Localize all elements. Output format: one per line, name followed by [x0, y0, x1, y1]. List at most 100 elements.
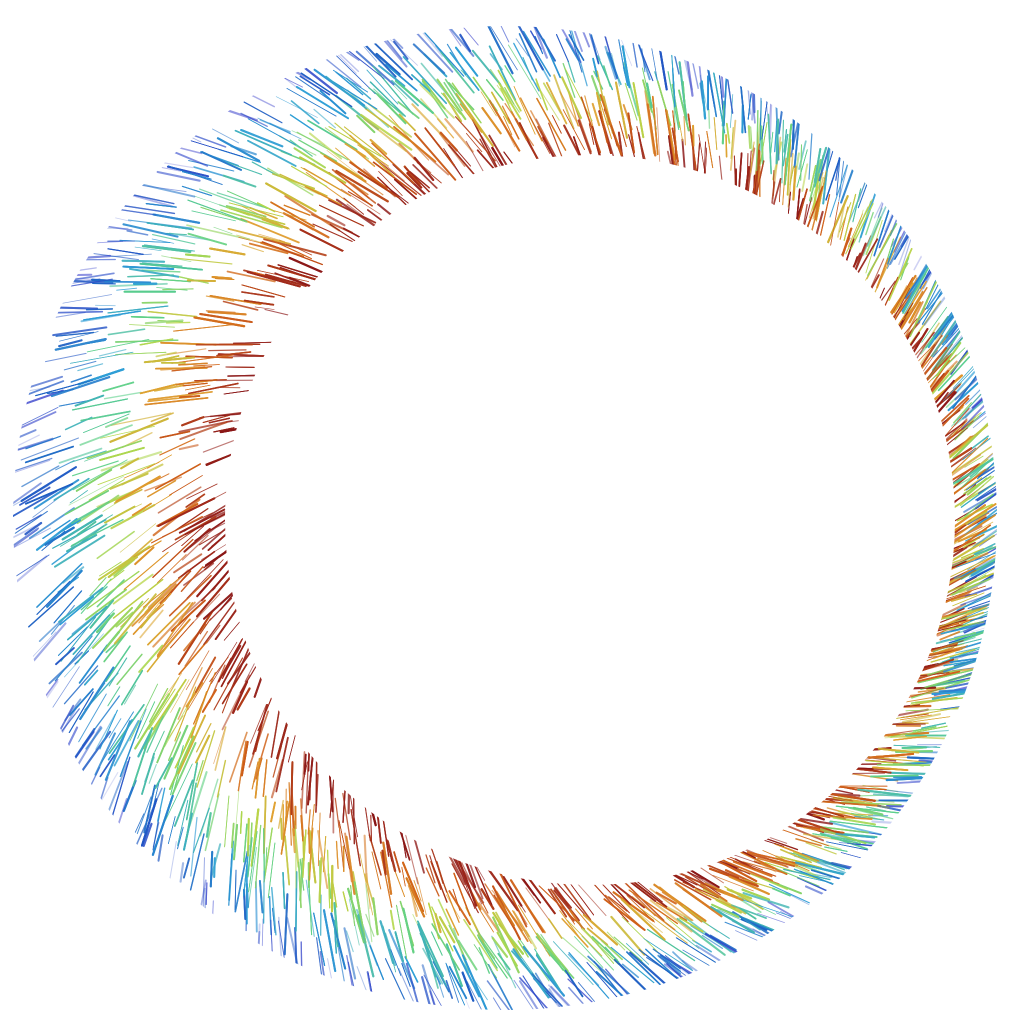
hatch-stroke: [903, 300, 924, 341]
hatch-stroke: [960, 548, 984, 559]
hatch-stroke: [141, 245, 192, 253]
hatch-stroke: [328, 762, 334, 813]
hatch-stroke: [905, 708, 963, 712]
hatch-stroke: [522, 0, 548, 59]
hatch-stroke: [22, 386, 51, 393]
hatch-stroke: [937, 421, 966, 442]
hatch-stroke: [545, 949, 567, 974]
hatch-stroke: [858, 163, 872, 202]
hatch-stroke: [39, 678, 59, 705]
hatch-stroke: [205, 882, 208, 906]
hatch-stroke: [0, 411, 57, 439]
hatch-stroke: [445, 980, 454, 999]
hatch-stroke: [949, 651, 985, 659]
hatch-stroke: [257, 930, 261, 956]
hatch-stroke: [108, 718, 122, 739]
hatch-stroke: [159, 430, 191, 439]
hatch-stroke: [932, 313, 973, 358]
hatch-stroke: [96, 612, 115, 634]
hatch-stroke: [19, 486, 51, 506]
hatch-stroke: [949, 412, 982, 437]
hatch-stroke: [178, 276, 209, 284]
hatch-stroke: [148, 391, 213, 401]
hatch-stroke: [421, 78, 446, 110]
hatch-stroke: [134, 813, 145, 833]
hatch-stroke: [338, 820, 350, 870]
hatch-stroke: [213, 226, 233, 235]
hatch-stroke: [188, 593, 221, 628]
hatch-stroke: [115, 351, 167, 355]
hatch-stroke: [743, 166, 750, 202]
hatch-stroke: [5, 407, 59, 434]
hatch-stroke: [840, 163, 856, 204]
hatch-stroke: [946, 514, 996, 548]
hatch-stroke: [547, 918, 563, 939]
hatch-stroke: [967, 597, 1002, 609]
hatch-stroke: [673, 54, 680, 75]
hatch-stroke: [935, 602, 967, 620]
hatch-stroke: [621, 963, 640, 979]
hatch-stroke: [925, 275, 944, 310]
hatch-stroke: [666, 963, 685, 981]
hatch-stroke: [181, 525, 205, 547]
hatch-stroke: [569, 25, 588, 87]
hatch-stroke: [120, 669, 144, 706]
hatch-stroke: [290, 100, 320, 125]
hatch-stroke: [120, 204, 176, 215]
hatch-stroke: [889, 218, 917, 265]
hatch-stroke: [421, 964, 439, 1018]
hatch-stroke: [949, 656, 987, 664]
hatch-stroke: [205, 812, 212, 838]
hatch-stroke: [448, 924, 467, 961]
hatch-stroke: [24, 521, 43, 536]
hatch-stroke: [971, 599, 1004, 611]
hatch-stroke: [553, 74, 575, 130]
hatch-stroke: [789, 816, 844, 836]
hatch-stroke: [116, 653, 143, 685]
hatch-stroke: [604, 946, 620, 963]
hatch-stroke: [952, 504, 986, 528]
hatch-stroke: [491, 146, 510, 177]
hatch-stroke: [279, 266, 318, 282]
hatch-stroke: [952, 356, 992, 409]
hatch-stroke: [0, 482, 42, 514]
hatch-stroke: [393, 40, 409, 60]
hatch-stroke: [767, 901, 817, 931]
hatch-stroke: [78, 644, 108, 684]
hatch-stroke: [162, 142, 203, 155]
hatch-stroke: [519, 977, 563, 1024]
hatch-stroke: [208, 349, 247, 352]
hatch-stroke: [257, 117, 302, 140]
hatch-stroke: [83, 413, 130, 433]
hatch-stroke: [261, 918, 264, 969]
hatch-stroke: [431, 862, 448, 903]
hatch-stroke: [850, 767, 892, 774]
hatch-stroke: [598, 879, 630, 914]
hatch-stroke: [567, 13, 583, 52]
hatch-stroke: [138, 182, 196, 198]
hatch-stroke: [731, 904, 767, 919]
hatch-stroke: [301, 761, 308, 791]
hatch-stroke: [697, 865, 724, 884]
hatch-stroke: [243, 823, 248, 863]
hatch-stroke: [621, 45, 631, 89]
hatch-stroke: [900, 228, 912, 248]
hatch-stroke: [796, 876, 842, 898]
hatch-stroke: [791, 117, 795, 150]
hatch-stroke: [605, 968, 636, 1004]
hatch-stroke: [196, 879, 207, 931]
hatch-stroke: [436, 976, 445, 998]
hatch-stroke: [610, 946, 655, 984]
hatch-stroke: [140, 798, 158, 847]
hatch-stroke: [454, 46, 479, 77]
hatch-stroke: [845, 199, 873, 255]
hatch-stroke: [548, 122, 563, 158]
hatch-stroke: [780, 856, 823, 869]
hatch-stroke: [502, 876, 523, 907]
hatch-stroke: [583, 13, 600, 64]
hatch-stroke: [955, 647, 980, 654]
hatch-stroke: [759, 876, 802, 895]
hatch-stroke: [903, 672, 950, 679]
hatch-stroke: [141, 262, 183, 267]
hatch-stroke: [308, 875, 313, 936]
